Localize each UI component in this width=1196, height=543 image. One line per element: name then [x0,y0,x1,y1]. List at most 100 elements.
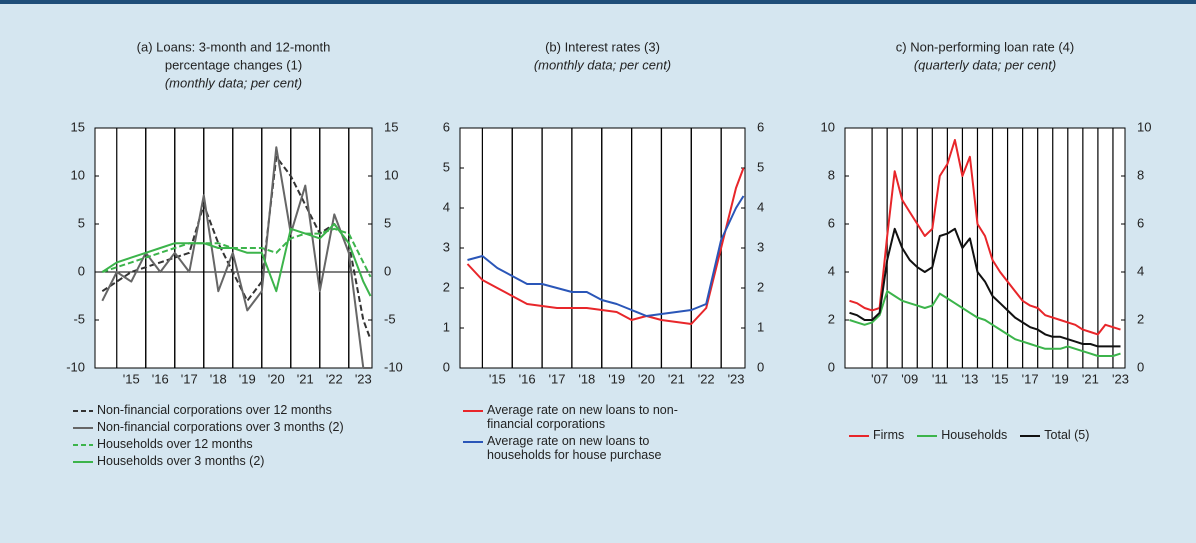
series-line [849,290,1121,357]
x-tick-label: '19 [608,371,625,386]
x-tick-label: '22 [698,371,715,386]
legend-swatch [73,444,93,446]
legend-label: Households over 12 months [97,437,253,451]
y-tick-label: 3 [443,239,450,254]
x-tick-label: '22 [326,371,343,386]
x-tick-label: '19 [1052,371,1069,386]
legend-swatch [73,427,93,429]
y-tick-label: 4 [828,263,835,278]
chart-title: (b) Interest rates (3) [545,39,660,54]
chart-subtitle: (monthly data; per cent) [165,75,302,90]
x-tick-label: '18 [578,371,595,386]
legend-item: Total (5) [1019,428,1089,442]
x-tick-label: '15 [992,371,1009,386]
legend-label: Average rate on new loans to households … [487,434,662,462]
series-line [101,227,372,278]
plot-border [844,127,1126,369]
x-tick-label: '23 [1112,371,1129,386]
legend-item: Non-financial corporations over 3 months… [72,420,432,434]
legend-label: Non-financial corporations over 12 month… [97,403,332,417]
x-tick-label: '09 [901,371,918,386]
legend: Average rate on new loans to non-financi… [462,403,712,465]
y-tick-label: 10 [71,167,85,182]
y2-tick-label: 4 [757,199,764,214]
series-line [849,139,1121,336]
x-tick-label: '07 [871,371,888,386]
legend: Firms Households Total (5) [848,428,1178,445]
chart-title: c) Non-performing loan rate (4) [896,39,1074,54]
y2-tick-label: -5 [384,311,396,326]
chart-title: percentage changes (1) [165,57,302,72]
legend-item: Households over 3 months (2) [72,454,432,468]
y2-tick-label: 2 [1137,311,1144,326]
legend-swatch [73,410,93,412]
x-tick-label: '17 [549,371,566,386]
y2-tick-label: 4 [1137,263,1144,278]
series-line [849,227,1121,348]
y-tick-label: -10 [66,359,85,374]
y2-tick-label: 6 [1137,215,1144,230]
legend-label: Non-financial corporations over 3 months… [97,420,344,434]
y-tick-label: 4 [443,199,450,214]
y-tick-label: 15 [71,119,85,134]
y-tick-label: 0 [443,359,450,374]
legend-item: Average rate on new loans to non-financi… [462,403,712,431]
legend-item: Firms [848,428,904,442]
plot-area [460,128,745,368]
x-tick-label: '11 [932,371,948,386]
legend-swatch [917,435,938,437]
y-tick-label: 5 [78,215,85,230]
y2-tick-label: 0 [757,359,764,374]
y-tick-label: 0 [78,263,85,278]
y-tick-label: 0 [828,359,835,374]
plot-area [845,128,1125,368]
x-tick-label: '21 [1082,371,1099,386]
y2-tick-label: 10 [384,167,398,182]
x-tick-label: '16 [152,371,169,386]
y-tick-label: 8 [828,167,835,182]
y-tick-label: -5 [73,311,85,326]
y2-tick-label: 3 [757,239,764,254]
chart-subtitle: (monthly data; per cent) [534,57,671,72]
y2-tick-label: 6 [757,119,764,134]
plot-border [94,127,373,369]
x-tick-label: '23 [728,371,745,386]
x-tick-label: '17 [1022,371,1039,386]
x-tick-label: '15 [123,371,140,386]
y2-tick-label: -10 [384,359,403,374]
y-tick-label: 6 [443,119,450,134]
y2-tick-label: 2 [757,279,764,294]
series-line [466,167,745,325]
y2-tick-label: 5 [757,159,764,174]
chart-subtitle: (quarterly data; per cent) [914,57,1056,72]
legend-label: Households [941,428,1008,442]
y-tick-label: 2 [443,279,450,294]
legend-swatch [73,461,93,463]
series-line [101,223,372,297]
x-tick-label: '18 [210,371,227,386]
y-tick-label: 5 [443,159,450,174]
legend-item: Average rate on new loans to households … [462,434,712,462]
legend-swatch [463,441,483,443]
y2-tick-label: 15 [384,119,398,134]
x-tick-label: '23 [355,371,372,386]
y-tick-label: 1 [443,319,450,334]
legend-item: Households [916,428,1007,442]
legend-swatch [1020,435,1041,437]
y2-tick-label: 1 [757,319,764,334]
y-tick-label: 10 [821,119,835,134]
x-tick-label: '21 [668,371,685,386]
y2-tick-label: 8 [1137,167,1144,182]
legend-swatch [849,435,869,437]
y-tick-label: 2 [828,311,835,326]
legend-label: Total (5) [1044,428,1090,442]
legend-swatch [463,410,483,412]
y2-tick-label: 5 [384,215,391,230]
legend-label: Households over 3 months (2) [97,454,265,468]
legend: Non-financial corporations over 12 month… [72,403,432,471]
legend-item: Non-financial corporations over 12 month… [72,403,432,417]
x-tick-label: '13 [961,371,978,386]
x-tick-label: '17 [181,371,198,386]
